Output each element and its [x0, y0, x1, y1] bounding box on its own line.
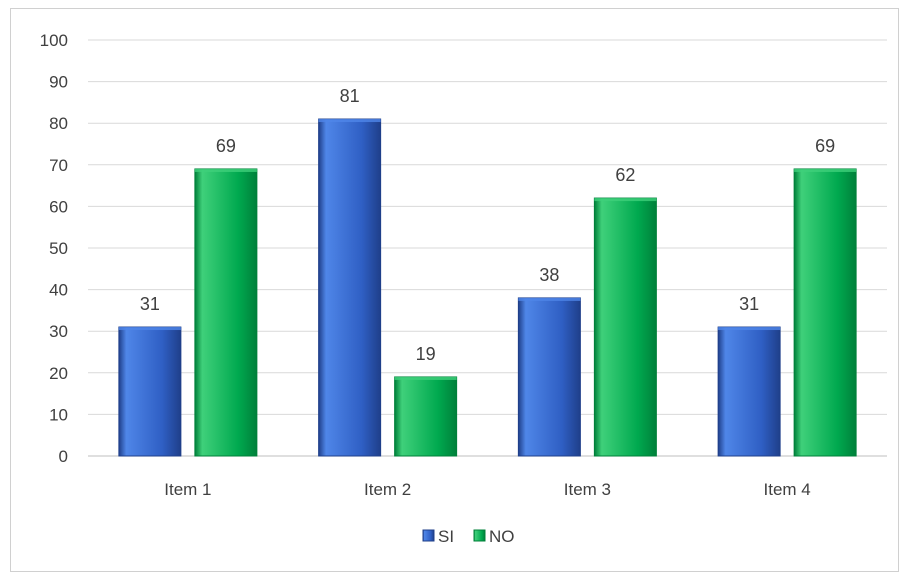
- y-axis-tick-labels: 0 10 20 30 40 50 60 70 80 90 100: [40, 31, 68, 466]
- data-labels: 31 69 81 19 38 62 31 69: [140, 86, 835, 364]
- bar-no-3: [593, 197, 657, 457]
- bar-no-4: [793, 168, 857, 457]
- bars: [118, 118, 857, 457]
- bar-top-highlight: [194, 168, 257, 172]
- data-label: 31: [739, 294, 759, 314]
- data-label: 19: [416, 344, 436, 364]
- x-axis-tick-labels: Item 1 Item 2 Item 3 Item 4: [164, 480, 811, 499]
- bar-si-4: [717, 326, 781, 457]
- legend-swatch-si: [422, 529, 435, 542]
- y-tick-label: 20: [49, 364, 68, 383]
- legend-label-no: NO: [489, 527, 515, 546]
- data-label: 62: [615, 165, 635, 185]
- bar-top-highlight: [118, 327, 181, 331]
- bar-top-highlight: [718, 327, 781, 331]
- x-tick-label: Item 3: [564, 480, 611, 499]
- y-tick-label: 30: [49, 322, 68, 341]
- y-tick-label: 0: [59, 447, 68, 466]
- bar-top-highlight: [518, 297, 581, 301]
- bar-top-highlight: [318, 119, 381, 123]
- y-tick-label: 90: [49, 73, 68, 92]
- bar-no-2: [394, 376, 458, 457]
- legend: SI NO: [422, 527, 515, 546]
- data-label: 69: [216, 136, 236, 156]
- y-tick-label: 60: [49, 197, 68, 216]
- bar-top-highlight: [394, 376, 457, 380]
- data-label: 81: [340, 86, 360, 106]
- chart-container: 0 10 20 30 40 50 60 70 80 90 100 31 69 81 19 38 62 31 69 …: [10, 8, 899, 572]
- legend-swatch-no: [473, 529, 486, 542]
- x-tick-label: Item 1: [164, 480, 211, 499]
- y-tick-label: 80: [49, 114, 68, 133]
- x-tick-label: Item 4: [764, 480, 811, 499]
- data-label: 69: [815, 136, 835, 156]
- bar-si-1: [118, 326, 182, 457]
- x-tick-label: Item 2: [364, 480, 411, 499]
- y-tick-label: 50: [49, 239, 68, 258]
- y-tick-label: 70: [49, 156, 68, 175]
- y-tick-label: 40: [49, 281, 68, 300]
- bar-top-highlight: [594, 198, 657, 202]
- data-label: 31: [140, 294, 160, 314]
- y-tick-label: 100: [40, 31, 68, 50]
- bar-top-highlight: [794, 168, 857, 172]
- y-tick-label: 10: [49, 405, 68, 424]
- bar-no-1: [194, 168, 258, 457]
- bar-si-2: [318, 118, 382, 457]
- bar-si-3: [517, 297, 581, 457]
- data-label: 38: [539, 265, 559, 285]
- legend-label-si: SI: [438, 527, 454, 546]
